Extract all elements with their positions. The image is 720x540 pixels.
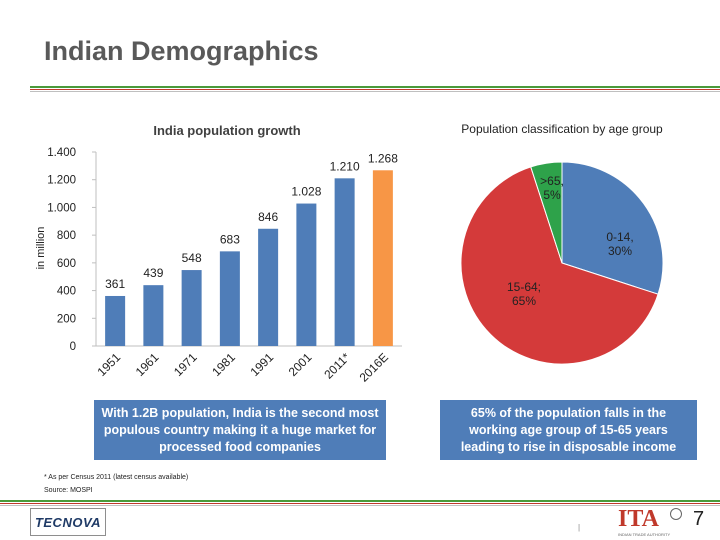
pie-slice-0 bbox=[561, 161, 664, 295]
title-rule-red bbox=[30, 89, 720, 90]
bar-chart-title: India population growth bbox=[153, 123, 300, 138]
ita-logo: ITA INDIAN TRADE AUTHORITY bbox=[618, 506, 690, 538]
tecnova-logo-text: TECNOVA bbox=[34, 514, 102, 530]
bar-2001 bbox=[296, 203, 317, 346]
slide-title: Indian Demographics bbox=[44, 36, 319, 66]
bar-y-tick-label: 600 bbox=[57, 258, 76, 270]
bar-y-tick-label: 1.000 bbox=[47, 202, 76, 214]
bar-x-tick-label: 1951 bbox=[94, 350, 123, 379]
footer-rule-gray bbox=[0, 505, 720, 506]
caption-left: With 1.2B population, India is the secon… bbox=[94, 400, 386, 460]
bar-1971 bbox=[181, 270, 202, 346]
bar-value-label: 548 bbox=[182, 251, 202, 265]
pie-slice-pct: 30% bbox=[608, 244, 632, 258]
pie-slice-2 bbox=[530, 161, 563, 264]
ita-badge-icon bbox=[670, 508, 682, 520]
charts-canvas: India population growth in million 0 200 4… bbox=[35, 122, 664, 385]
pie-chart-title: Population classification by age group bbox=[461, 122, 663, 136]
bar-y-tick-label: 200 bbox=[57, 313, 76, 325]
bar-y-tick-label: 1.400 bbox=[47, 147, 76, 159]
pie-chart: Population classification by age group 0… bbox=[460, 122, 664, 365]
bar-x-tick-label: 1971 bbox=[171, 350, 200, 379]
bar-x-tick-label: 2016E bbox=[357, 350, 391, 384]
bar-y-tick-label: 0 bbox=[70, 341, 76, 353]
bar-x-tick-label: 1981 bbox=[209, 350, 238, 379]
tecnova-logo: TECNOVA bbox=[30, 508, 106, 536]
bar-chart: India population growth in million 0 200 4… bbox=[35, 123, 402, 385]
footer-mark: | bbox=[578, 523, 581, 532]
bar-x-tick-label: 1961 bbox=[133, 350, 162, 379]
footer-rule-green bbox=[0, 500, 720, 502]
bar-x-tick-label: 2001 bbox=[286, 350, 315, 379]
bar-value-label: 361 bbox=[105, 277, 125, 291]
source-note: Source: MOSPI bbox=[44, 487, 93, 494]
caption-right: 65% of the population falls in the worki… bbox=[440, 400, 697, 460]
bar-y-tick-label: 1.200 bbox=[47, 175, 76, 187]
bar-1991 bbox=[258, 228, 279, 346]
pie-slice-pct: 65% bbox=[512, 294, 536, 308]
footer-rule-red bbox=[0, 503, 720, 504]
bar-value-label: 439 bbox=[143, 266, 163, 280]
bar-value-label: 846 bbox=[258, 210, 278, 224]
bar-1951 bbox=[105, 295, 126, 346]
pie-slice-label: 15-64; bbox=[507, 280, 541, 294]
ita-logo-subtitle: INDIAN TRADE AUTHORITY bbox=[618, 532, 671, 537]
pie-slice-pct: 5% bbox=[543, 188, 561, 202]
bar-y-tick-label: 800 bbox=[57, 230, 76, 242]
pie-labels: 0-14,30% 15-64;65% >65,5% bbox=[507, 174, 634, 308]
bar-2011 bbox=[334, 178, 355, 346]
bar-value-label: 683 bbox=[220, 232, 240, 246]
bar-value-label: 1.268 bbox=[368, 151, 398, 165]
bar-x-tick-label: 2011* bbox=[321, 350, 353, 382]
pie-slice-label: 0-14, bbox=[606, 230, 633, 244]
bar-bars: 361 439 548 683 846 1.028 1.210 1.268 bbox=[105, 151, 398, 346]
pie-slices bbox=[460, 161, 664, 365]
ita-logo-text: ITA bbox=[618, 506, 659, 532]
bar-2016E bbox=[372, 170, 393, 346]
bar-x-tick-label: 1991 bbox=[247, 350, 276, 379]
title-rule-green bbox=[30, 86, 720, 88]
bar-1981 bbox=[219, 251, 240, 346]
bar-1961 bbox=[143, 285, 164, 346]
title-rule-gray bbox=[30, 91, 720, 92]
bar-value-label: 1.210 bbox=[330, 159, 360, 173]
bar-y-tick-label: 400 bbox=[57, 286, 76, 298]
footnote: * As per Census 2011 (latest census avai… bbox=[44, 474, 189, 481]
pie-slice-label: >65, bbox=[540, 174, 564, 188]
pie-slice-1 bbox=[460, 166, 659, 365]
bar-x-ticks: 1951 1961 1971 1981 1991 2001 2011* 2016E bbox=[94, 350, 391, 385]
page-number: 7 bbox=[693, 508, 705, 530]
bar-y-ticks: 0 200 400 600 800 1.000 1.200 1.400 bbox=[47, 147, 96, 353]
bar-chart-ylabel: in million bbox=[35, 227, 47, 270]
bar-value-label: 1.028 bbox=[291, 185, 321, 199]
